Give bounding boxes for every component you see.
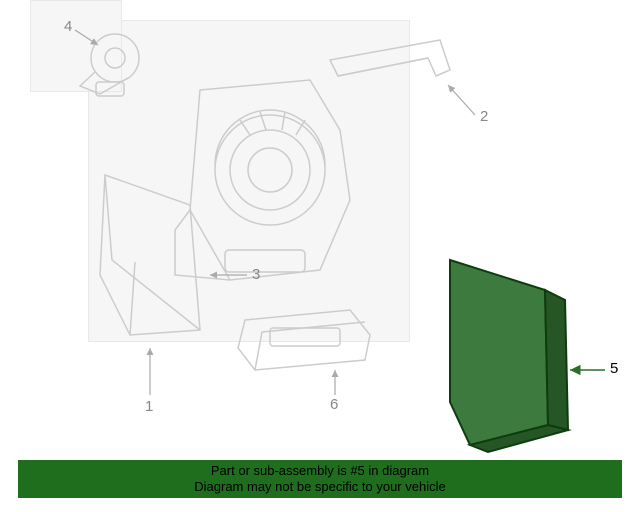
diagram-container: 4 2 3 1 6 5 Part or sub-assembly is #5 i…: [0, 0, 640, 512]
callout-3: 3: [252, 266, 260, 283]
part-side-panel: [100, 175, 200, 335]
part-seal-frame: [330, 40, 450, 76]
callout-1: 1: [145, 398, 153, 415]
caption-bar: Part or sub-assembly is #5 in diagram Di…: [18, 460, 622, 498]
callout-6: 6: [330, 396, 338, 413]
part-highlighted: [450, 260, 568, 452]
leader-4: [75, 30, 98, 45]
leader-2: [448, 85, 475, 115]
parts-svg: [0, 0, 640, 512]
part-blower-motor: [80, 34, 139, 96]
part-housing: [175, 80, 350, 280]
callout-4: 4: [64, 18, 72, 35]
part-duct: [238, 310, 370, 370]
caption-line-2: Diagram may not be specific to your vehi…: [194, 479, 445, 495]
callout-2: 2: [480, 108, 488, 125]
callout-5: 5: [610, 360, 618, 377]
caption-line-1: Part or sub-assembly is #5 in diagram: [211, 463, 429, 479]
